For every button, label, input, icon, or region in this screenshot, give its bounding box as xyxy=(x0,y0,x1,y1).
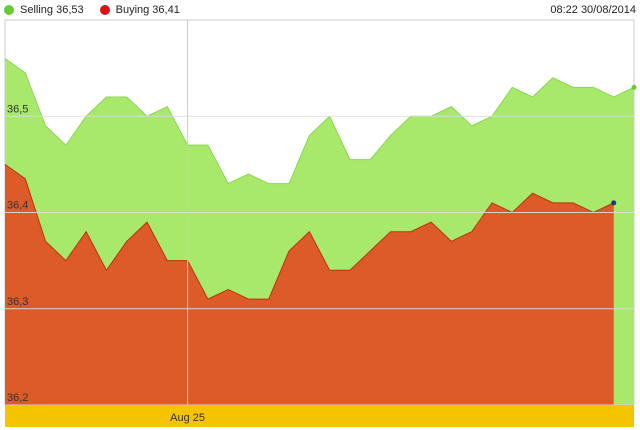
y-tick-label: 36,4 xyxy=(7,200,28,212)
y-tick-label: 36,5 xyxy=(7,103,28,115)
line-selling xyxy=(4,58,635,185)
timestamp: 08:22 30/08/2014 xyxy=(550,4,636,16)
legend-item-selling[interactable]: Selling 36,53 xyxy=(4,4,84,16)
area-buying xyxy=(5,164,614,405)
point-buying-last xyxy=(611,200,617,206)
point-selling-last xyxy=(631,84,637,90)
x-axis-band xyxy=(5,405,634,427)
x-tick-label: Aug 25 xyxy=(170,412,205,424)
legend-label-selling: Selling 36,53 xyxy=(20,4,84,16)
legend-label-buying: Buying 36,41 xyxy=(115,4,180,16)
y-tick-label: 36,2 xyxy=(7,392,28,404)
legend-dot-selling-icon xyxy=(4,5,14,15)
legend-item-buying[interactable]: Buying 36,41 xyxy=(99,4,180,16)
legend-bar: Selling 36,53 Buying 36,41 08:22 30/08/2… xyxy=(0,0,640,20)
y-tick-label: 36,3 xyxy=(7,296,28,308)
legend-dot-buying-icon xyxy=(99,5,110,15)
